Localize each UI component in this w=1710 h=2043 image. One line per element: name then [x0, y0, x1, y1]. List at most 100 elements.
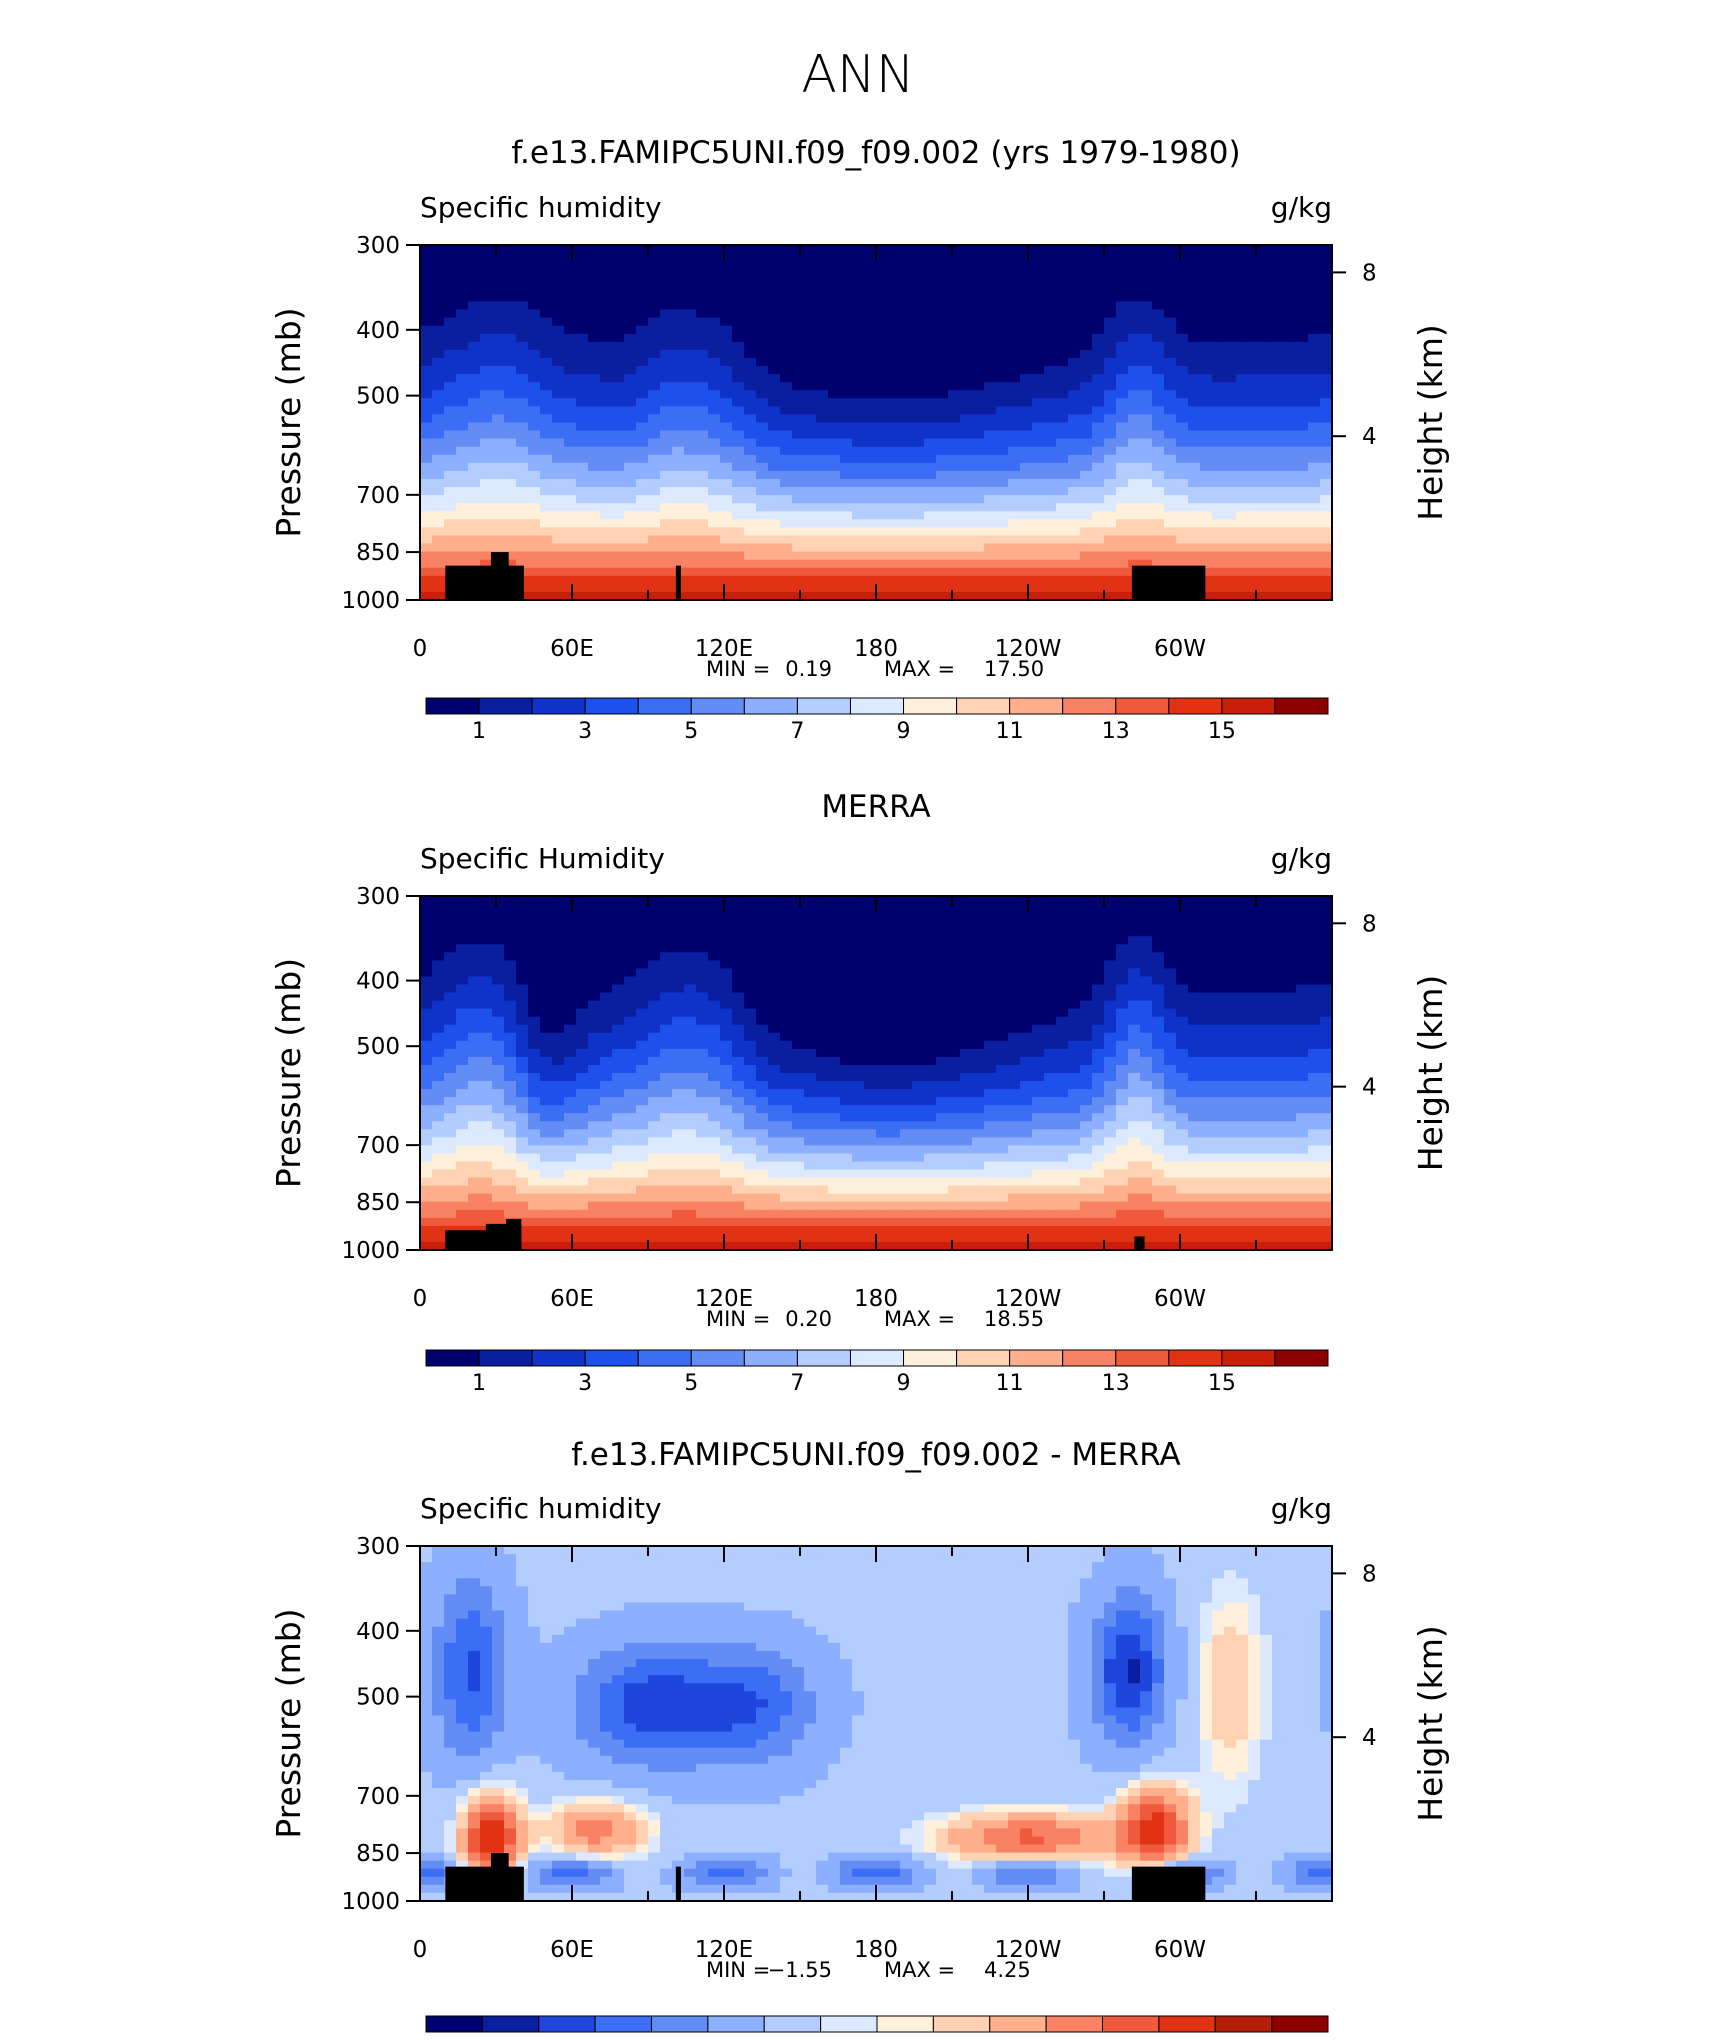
contour-cell [420, 439, 433, 448]
contour-cell [960, 928, 973, 937]
contour-cell [720, 366, 733, 375]
contour-cell [1008, 503, 1021, 512]
contour-cell [492, 1057, 505, 1066]
contour-cell [540, 390, 553, 399]
contour-cell [1248, 511, 1261, 520]
contour-cell [816, 944, 829, 953]
contour-cell [540, 342, 553, 351]
contour-cell [528, 968, 541, 977]
contour-cell [792, 1009, 805, 1018]
contour-cell [1044, 487, 1057, 496]
contour-cell [1272, 358, 1285, 367]
contour-cell [1044, 406, 1057, 415]
contour-cell [540, 904, 553, 913]
contour-cell [468, 390, 481, 399]
contour-cell [936, 952, 949, 961]
contour-cell [708, 1001, 721, 1010]
contour-cell [720, 1033, 733, 1042]
contour-cell [624, 1001, 637, 1010]
contour-cell [1188, 952, 1201, 961]
contour-cell [1320, 1049, 1333, 1058]
contour-cell [924, 1033, 937, 1042]
contour-cell [900, 552, 913, 561]
contour-cell [1104, 382, 1117, 391]
contour-cell [876, 968, 889, 977]
contour-cell [768, 503, 781, 512]
contour-cell [696, 398, 709, 407]
contour-cell [1056, 471, 1069, 480]
contour-cell [900, 487, 913, 496]
contour-cell [1104, 414, 1117, 423]
contour-cell [540, 261, 553, 270]
contour-cell [492, 374, 505, 383]
contour-cell [1164, 487, 1177, 496]
contour-cell [528, 536, 541, 545]
contour-cell [852, 293, 865, 302]
contour-cell [1320, 293, 1333, 302]
contour-cell [552, 487, 565, 496]
contour-cell [840, 285, 853, 294]
colorbar-label: 13 [1102, 719, 1130, 744]
contour-cell [1188, 390, 1201, 399]
contour-cell [732, 431, 745, 440]
contour-cell [1236, 519, 1249, 528]
contour-cell [636, 479, 649, 488]
contour-cell [660, 928, 673, 937]
contour-cell [1320, 928, 1333, 937]
contour-cell [1092, 447, 1105, 456]
contour-cell [1044, 261, 1057, 270]
contour-cell [768, 318, 781, 327]
contour-cell [792, 479, 805, 488]
contour-cell [900, 503, 913, 512]
contour-cell [864, 382, 877, 391]
contour-cell [1272, 544, 1285, 553]
contour-cell [552, 536, 565, 545]
contour-cell [684, 560, 697, 569]
contour-cell [1176, 390, 1189, 399]
contour-cell [888, 431, 901, 440]
contour-cell [552, 382, 565, 391]
contour-cell [1320, 568, 1333, 577]
contour-cell [1068, 936, 1081, 945]
contour-cell [1080, 293, 1093, 302]
contour-cell [924, 568, 937, 577]
contour-cell [1044, 568, 1057, 577]
contour-cell [1320, 519, 1333, 528]
contour-cell [1080, 1017, 1093, 1026]
contour-cell [828, 536, 841, 545]
contour-cell [1008, 471, 1021, 480]
contour-cell [888, 576, 901, 585]
contour-cell [1164, 390, 1177, 399]
contour-cell [468, 366, 481, 375]
contour-cell [756, 993, 769, 1002]
contour-cell [984, 952, 997, 961]
contour-cell [528, 1033, 541, 1042]
contour-cell [1128, 302, 1141, 311]
contour-cell [744, 285, 757, 294]
contour-cell [912, 584, 925, 593]
contour-cell [1236, 552, 1249, 561]
contour-cell [1236, 406, 1249, 415]
contour-cell [552, 527, 565, 536]
contour-cell [696, 350, 709, 359]
contour-cell [420, 423, 433, 432]
contour-cell [708, 326, 721, 335]
contour-cell [1224, 390, 1237, 399]
contour-cell [624, 285, 637, 294]
contour-cell [1020, 439, 1033, 448]
contour-cell [996, 560, 1009, 569]
contour-cell [444, 463, 457, 472]
contour-cell [1116, 487, 1129, 496]
contour-cell [504, 431, 517, 440]
contour-cell [756, 277, 769, 286]
contour-cell [840, 253, 853, 262]
contour-cell [1116, 985, 1129, 994]
contour-cell [1212, 993, 1225, 1002]
contour-cell [564, 277, 577, 286]
contour-cell [912, 245, 925, 254]
contour-cell [888, 374, 901, 383]
contour-cell [528, 439, 541, 448]
contour-cell [792, 1001, 805, 1010]
contour-cell [576, 568, 589, 577]
contour-cell [1272, 568, 1285, 577]
